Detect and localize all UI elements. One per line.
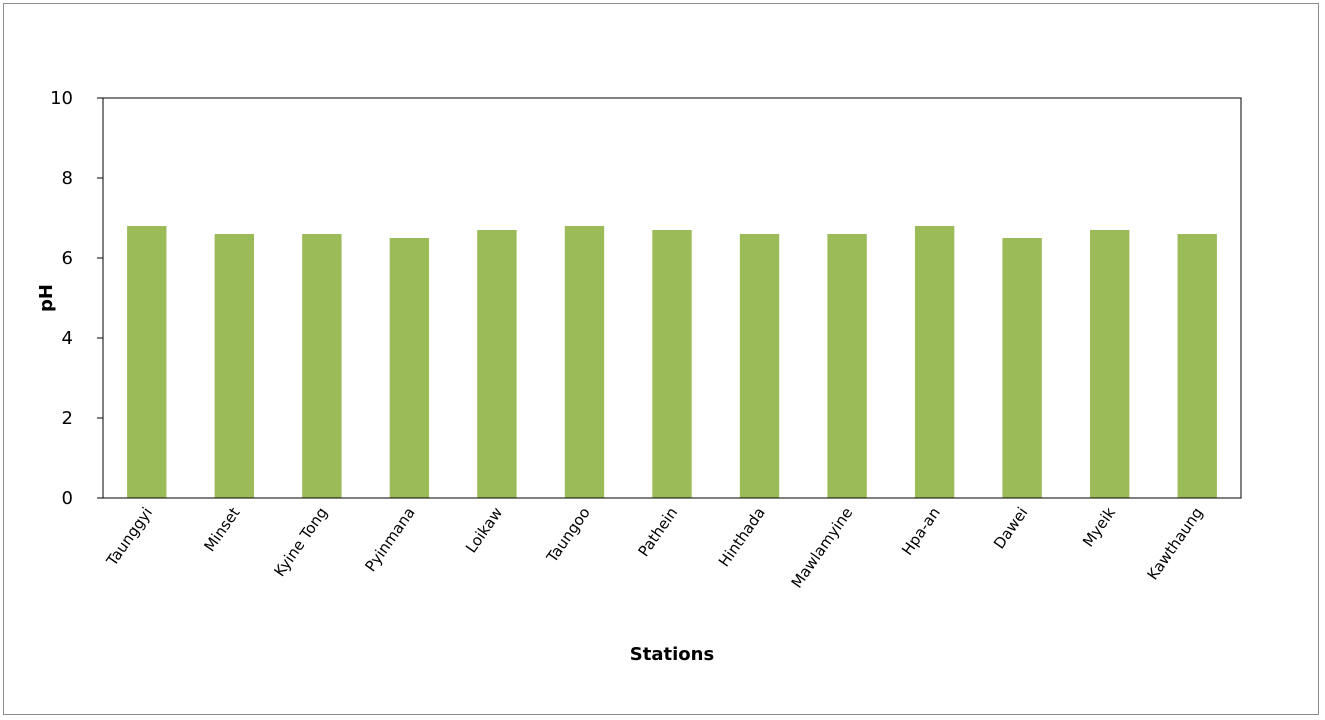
- bar-kawthaung: [1177, 234, 1217, 498]
- bar-minset: [214, 234, 255, 498]
- y-tick-label: 8: [62, 168, 73, 189]
- y-tick-label: 0: [62, 488, 73, 509]
- y-tick-label: 4: [62, 328, 73, 349]
- x-category-label: Mawlamyine: [788, 504, 857, 591]
- bar-kyine-tong: [302, 234, 342, 498]
- y-axis-title: pH: [36, 284, 57, 312]
- x-category-label: Minset: [200, 504, 243, 555]
- x-category-label: Kawthaung: [1143, 504, 1206, 583]
- bar-pathein: [652, 230, 692, 498]
- bar-hinthada: [739, 234, 780, 498]
- x-category-label: Hinthada: [715, 504, 769, 570]
- plot-area: [102, 97, 1242, 499]
- x-axis-labels: Taunggyi Minset Kyine Tong Pyinmana Loikaw Ta…: [102, 504, 1206, 592]
- bar-taunggyi: [127, 226, 167, 498]
- bar-myeik: [1089, 230, 1130, 498]
- x-category-label: Pyinmana: [361, 504, 418, 575]
- x-category-label: Loikaw: [462, 504, 506, 556]
- x-category-label: Hpa-an: [898, 504, 944, 559]
- y-tick-label: 6: [62, 248, 73, 269]
- bar-dawei: [1002, 238, 1042, 498]
- x-axis-title: Stations: [630, 644, 714, 665]
- bars: [127, 226, 1217, 498]
- x-category-label: Myeik: [1079, 504, 1119, 551]
- x-category-label: Pathein: [634, 504, 681, 560]
- bar-mawlamyine: [827, 234, 867, 498]
- x-category-label: Taunggyi: [102, 504, 156, 570]
- bar-pyinmana: [389, 238, 430, 498]
- y-tick-label: 10: [50, 88, 73, 109]
- y-tick-label: 2: [62, 408, 73, 429]
- bar-taungoo: [564, 226, 605, 498]
- bar-loikaw: [477, 230, 517, 498]
- bar-hpa-an: [914, 226, 955, 498]
- x-category-label: Kyine Tong: [270, 504, 331, 580]
- x-category-label: Taungoo: [542, 504, 593, 567]
- x-category-label: Dawei: [990, 504, 1031, 552]
- y-axis-ticks: 0 2 4 6 8 10: [50, 88, 103, 509]
